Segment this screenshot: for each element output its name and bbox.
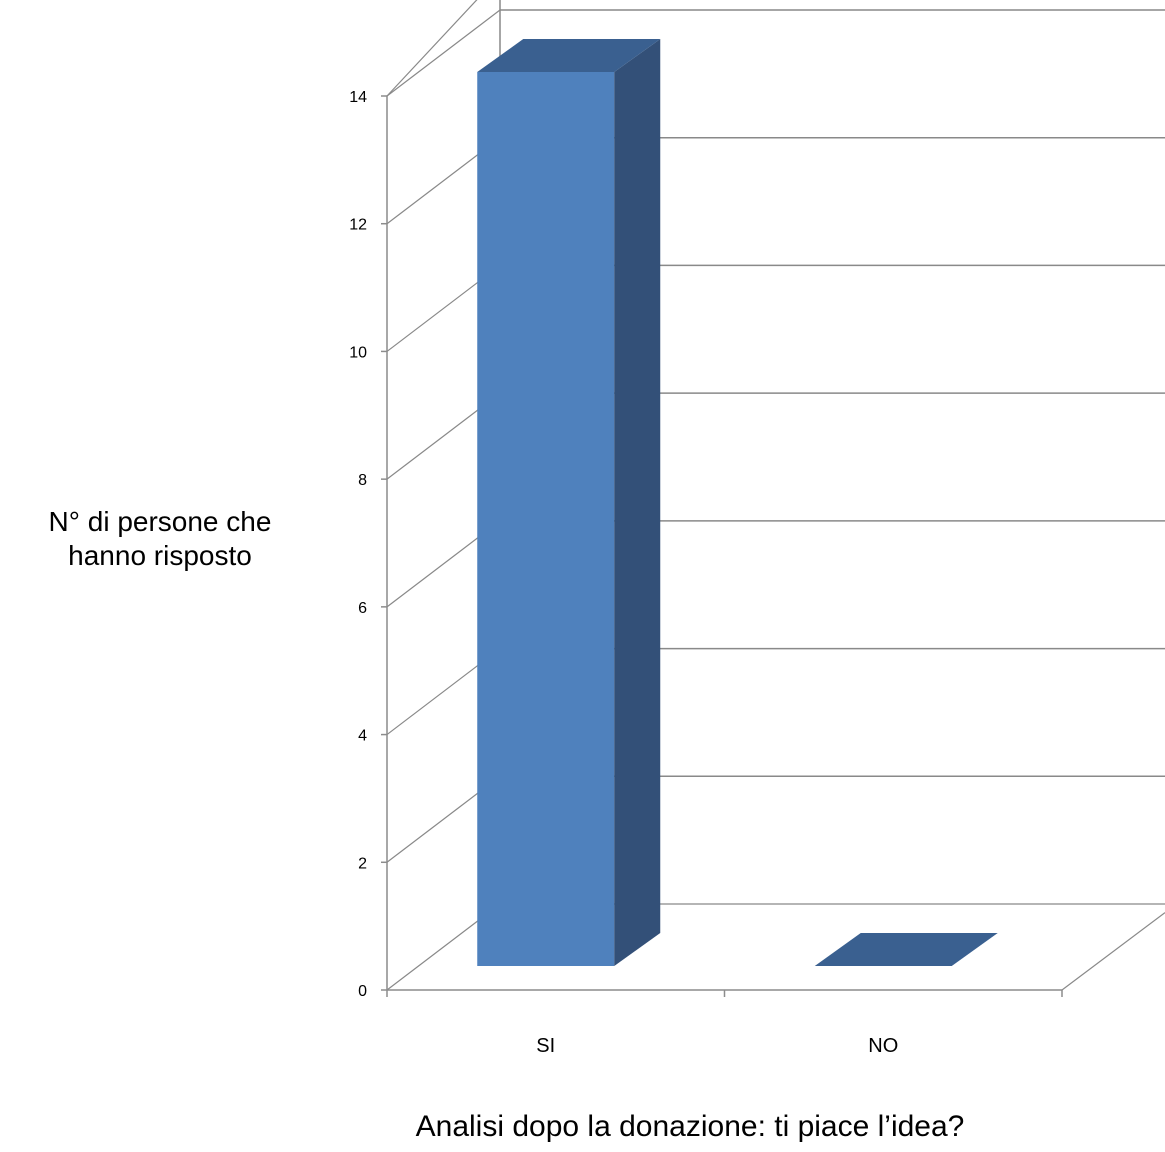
y-tick-label: 10 [349, 344, 367, 361]
bar-si-side [614, 39, 661, 966]
y-tick-label: 2 [358, 855, 367, 872]
x-category-label: SI [536, 1035, 555, 1057]
y-tick-label: 6 [358, 600, 367, 617]
x-category-label: NO [868, 1035, 898, 1057]
floor-right-edge [1061, 912, 1165, 991]
x-category-labels: SI NO [536, 1035, 898, 1057]
side-wall-top-edge [386, 0, 478, 97]
bar-no-top [814, 933, 998, 966]
y-tick-label: 14 [349, 89, 367, 106]
bars [477, 39, 998, 966]
y-tick-label: 4 [358, 728, 367, 745]
y-tick-label: 12 [349, 217, 367, 234]
bar-si-front [477, 72, 615, 966]
y-tick-labels: 0 2 4 6 8 10 12 14 [349, 89, 367, 1000]
x-axis-title: Analisi dopo la donazione: ti piace l’id… [415, 1110, 965, 1143]
y-axis-title-line-1: N° di persone che [48, 506, 272, 537]
gridline-side [386, 9, 501, 97]
axes [381, 95, 1063, 997]
y-axis-title-line-2: hanno risposto [68, 540, 252, 571]
y-tick-label: 8 [358, 472, 367, 489]
y-tick-label: 0 [358, 983, 367, 1000]
bar-si-top [477, 39, 661, 72]
y-axis-title: N° di persone che hanno risposto [0, 505, 320, 573]
